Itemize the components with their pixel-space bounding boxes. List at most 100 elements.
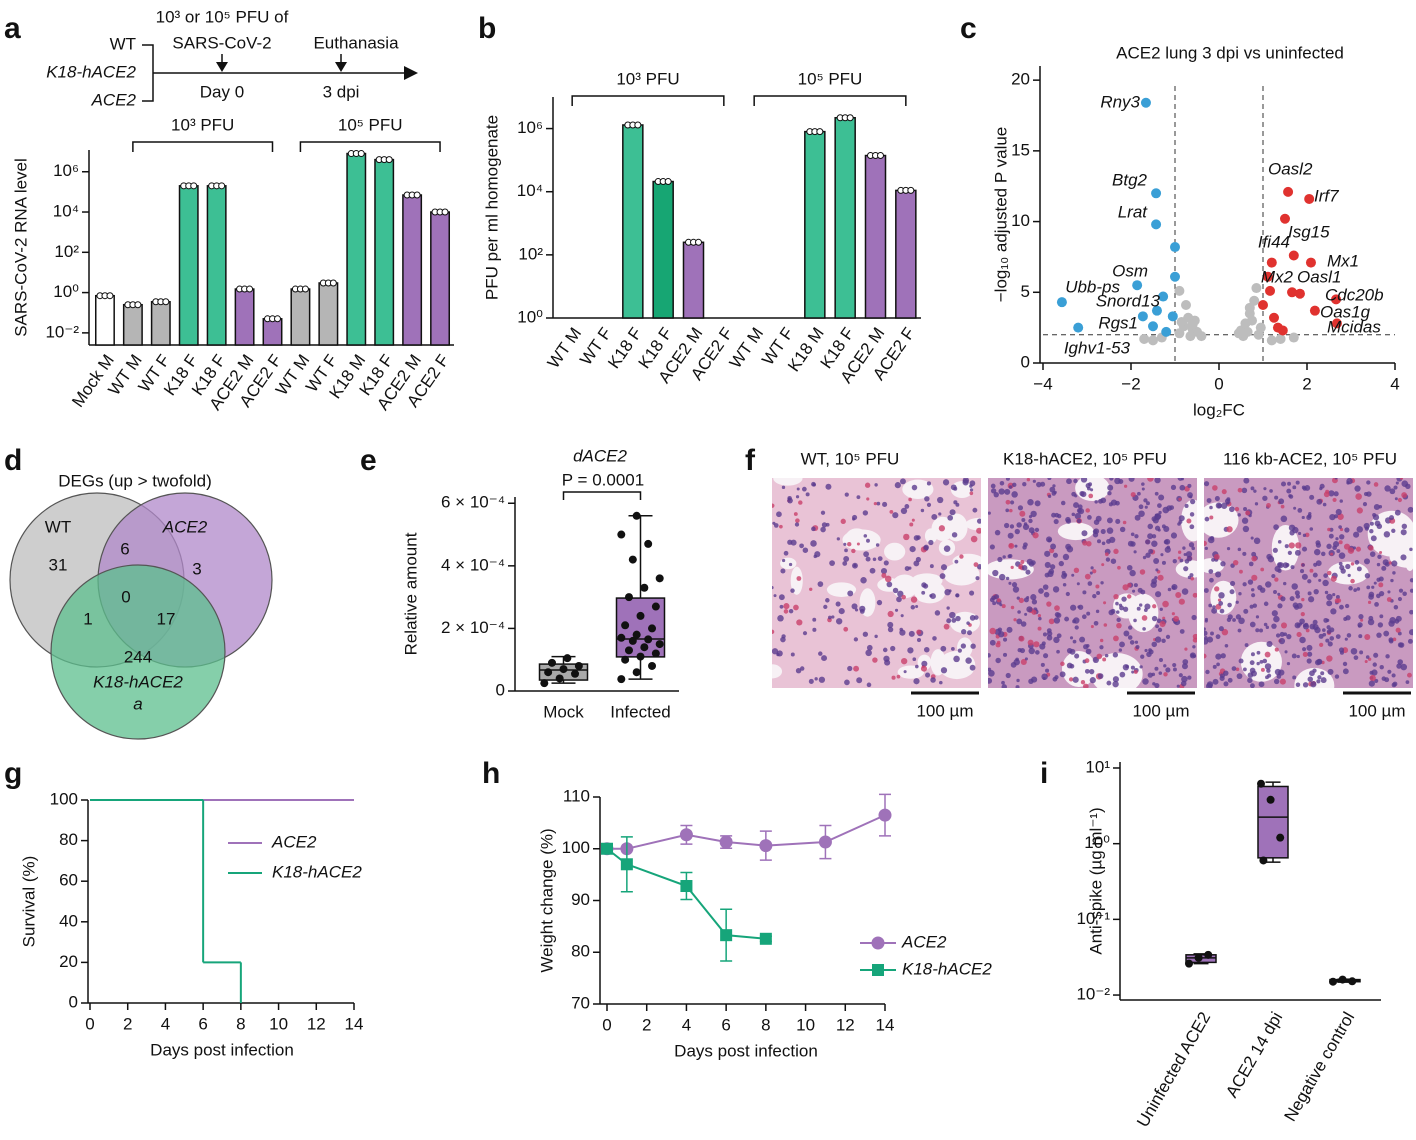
nucleus [1165, 667, 1171, 673]
nucleus [1204, 540, 1207, 547]
nucleus [1373, 482, 1379, 487]
nucleus [1090, 625, 1094, 629]
nucleus [992, 569, 999, 577]
nucleus [1336, 598, 1342, 603]
point [1266, 335, 1277, 346]
nucleus [1239, 569, 1243, 574]
x-tick-label: 4 [1390, 374, 1399, 393]
nucleus [912, 657, 917, 662]
nucleus [1344, 527, 1350, 533]
replicate-dot [816, 128, 824, 136]
nucleus [1305, 628, 1310, 633]
point [1287, 287, 1298, 298]
nucleus [812, 617, 817, 622]
nucleus [1019, 648, 1026, 654]
nucleus [1025, 569, 1031, 575]
nucleus [955, 593, 959, 598]
y-tick-label: 20 [59, 952, 78, 971]
nucleus [1325, 489, 1330, 494]
x-tick-label: 8 [761, 1015, 770, 1034]
nucleus [1335, 595, 1340, 599]
nucleus [969, 484, 973, 488]
nucleus [1018, 565, 1022, 570]
nucleus [1319, 483, 1325, 489]
nucleus [1074, 512, 1082, 520]
nucleus [1016, 618, 1023, 625]
region-count: 244 [124, 647, 152, 666]
nucleus [1089, 488, 1094, 492]
nucleus [1409, 588, 1413, 593]
nucleus [1256, 650, 1261, 655]
point [1276, 833, 1285, 842]
nucleus [1238, 592, 1242, 596]
nucleus [796, 487, 800, 491]
nucleus [1343, 543, 1351, 550]
point [1288, 250, 1299, 261]
nucleus [1291, 583, 1298, 590]
nucleus [1206, 636, 1214, 643]
nucleus [1073, 567, 1080, 574]
nucleus [1347, 573, 1351, 578]
nucleus [1089, 571, 1093, 575]
nucleus [990, 488, 997, 494]
nucleus [1376, 632, 1382, 638]
nucleus [1297, 508, 1303, 513]
region-count: 17 [157, 609, 176, 628]
nucleus [930, 677, 936, 683]
nucleus [1190, 576, 1195, 581]
nucleus [1248, 561, 1254, 567]
point [1266, 257, 1277, 268]
nucleus [818, 676, 826, 683]
nucleus [1294, 549, 1301, 556]
nucleus [1101, 563, 1105, 567]
point [1331, 318, 1342, 329]
nucleus [1208, 569, 1214, 574]
nucleus [961, 629, 967, 635]
nucleus [1084, 573, 1091, 580]
nucleus [856, 495, 861, 500]
nucleus [1152, 517, 1159, 524]
nucleus [883, 655, 890, 662]
nucleus [809, 587, 813, 591]
nucleus [882, 501, 888, 507]
nucleus [1227, 677, 1233, 683]
nucleus [1280, 481, 1287, 487]
nucleus [1338, 552, 1346, 559]
nucleus [1266, 641, 1273, 648]
nucleus [1234, 506, 1240, 512]
nucleus [783, 550, 789, 556]
point [1158, 291, 1169, 302]
nucleus [1212, 485, 1218, 491]
nucleus [1081, 614, 1087, 620]
nucleus [1346, 481, 1350, 485]
nucleus [938, 512, 942, 516]
airspace [1204, 558, 1225, 574]
nucleus [1363, 522, 1370, 530]
nucleus [1052, 586, 1060, 593]
nucleus [1151, 540, 1158, 547]
nucleus [1080, 680, 1086, 685]
point [559, 665, 568, 674]
nucleus [1347, 547, 1355, 554]
group-label: ACE2 [91, 90, 137, 109]
nucleus [820, 510, 826, 515]
nucleus [1046, 601, 1052, 607]
nucleus [1185, 551, 1193, 558]
nucleus [1238, 658, 1244, 664]
nucleus [1309, 568, 1314, 573]
point [1151, 305, 1162, 316]
nucleus [1086, 486, 1091, 491]
nucleus [866, 497, 870, 501]
nucleus [1288, 524, 1296, 532]
bar [346, 152, 367, 346]
nucleus [1322, 502, 1327, 507]
nucleus [808, 678, 814, 684]
nucleus [1090, 566, 1094, 570]
nucleus [1356, 587, 1361, 591]
nucleus [1400, 554, 1407, 561]
nucleus [1179, 558, 1184, 563]
nucleus [1295, 594, 1301, 599]
nucleus [1179, 629, 1185, 634]
nucleus [1073, 502, 1079, 509]
nucleus [1204, 630, 1208, 636]
